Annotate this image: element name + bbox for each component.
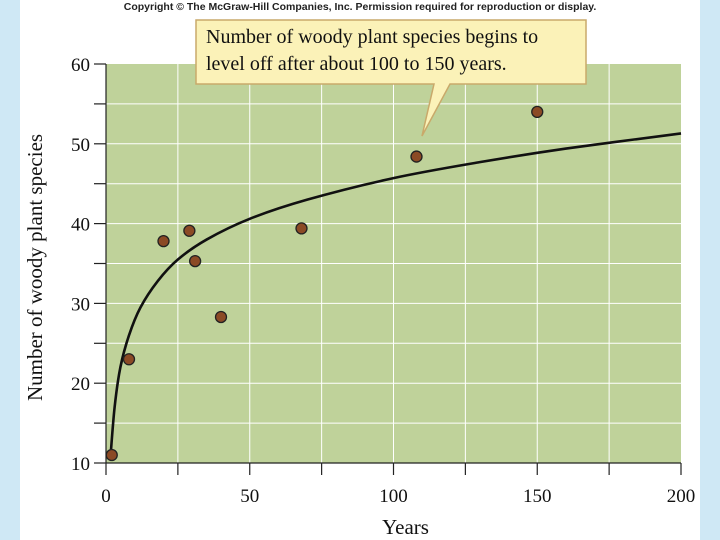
copyright-notice: Copyright © The McGraw-Hill Companies, I… (123, 1, 597, 13)
grid-lines (106, 64, 681, 463)
data-point (105, 448, 118, 462)
x-axis-title: Years (382, 515, 429, 539)
y-tick-label: 60 (71, 55, 90, 76)
y-axis-title: Number of woody plant species (23, 134, 47, 401)
y-tick-label: 40 (71, 215, 90, 236)
x-tick-label: 0 (101, 486, 111, 507)
callout-line-2: level off after about 100 to 150 years. (206, 53, 507, 75)
data-points (105, 105, 544, 462)
x-tick-label: 200 (667, 486, 696, 507)
data-point (157, 235, 170, 248)
axes (94, 63, 682, 475)
data-point (122, 353, 136, 366)
data-point (188, 254, 202, 268)
x-tick-label: 50 (240, 486, 259, 507)
y-tick-label: 20 (71, 374, 90, 395)
annotation-callout: Number of woody plant species begins to … (195, 19, 587, 137)
slide: Copyright © The McGraw-Hill Companies, I… (20, 0, 700, 540)
data-point (183, 224, 196, 237)
chart: 10 20 30 40 50 60 0 50 100 150 200 Years Number of… (23, 19, 695, 539)
x-tick-label: 100 (379, 486, 408, 507)
callout-line-1: Number of woody plant species begins to (206, 26, 538, 48)
y-tick-label: 50 (71, 135, 90, 156)
data-point (295, 222, 308, 235)
data-point (410, 150, 423, 163)
y-tick-label: 30 (71, 294, 90, 315)
data-point (214, 310, 228, 324)
y-tick-label: 10 (71, 454, 90, 475)
data-point (531, 105, 544, 119)
tick-labels: 10 20 30 40 50 60 0 50 100 150 200 (71, 55, 695, 507)
trend-curve (109, 132, 682, 460)
x-tick-label: 150 (523, 486, 552, 507)
callout-bubble (195, 19, 587, 137)
